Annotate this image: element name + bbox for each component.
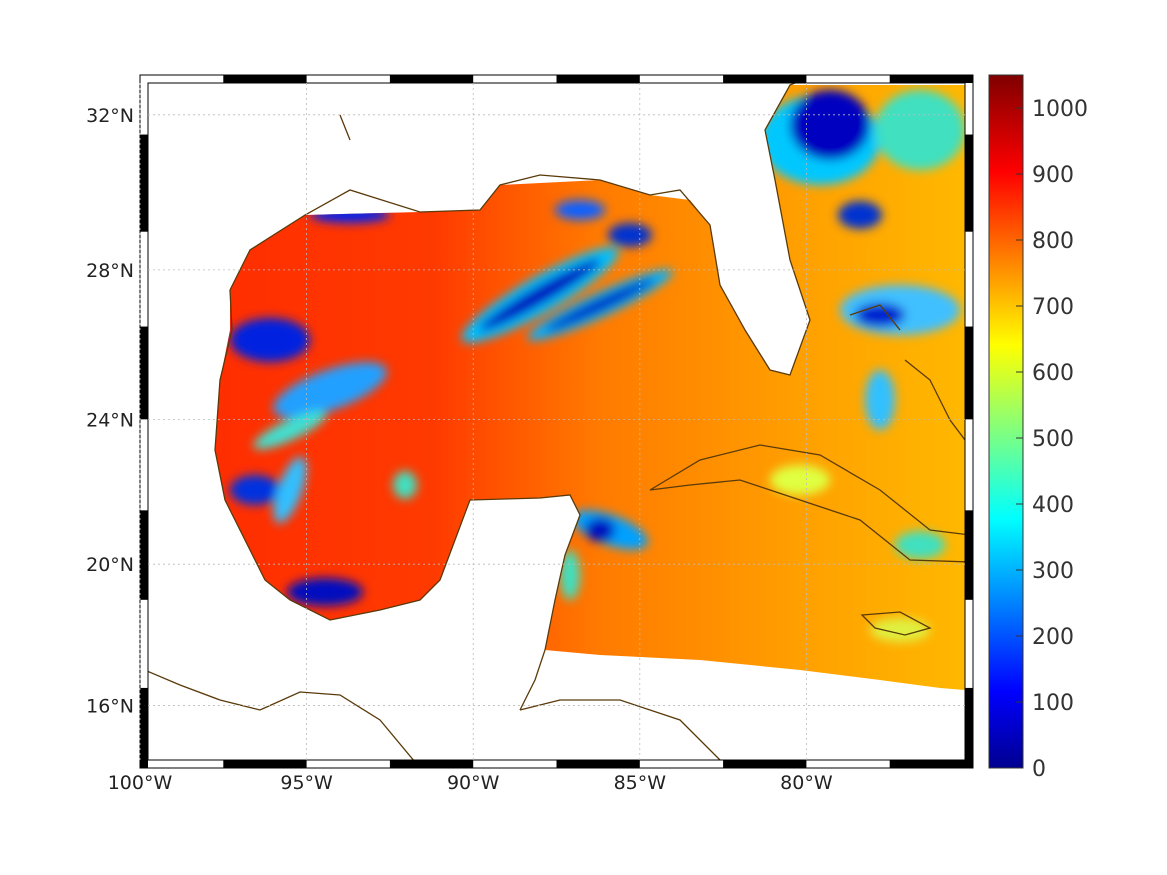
colorbar-label: 900	[1032, 163, 1074, 188]
colorbar-label: 200	[1032, 625, 1074, 650]
lat-tick-label: 28°N	[86, 260, 134, 282]
frame-segment	[965, 134, 973, 232]
frame-segment	[140, 687, 148, 768]
field-anomalies	[230, 90, 965, 642]
coastlines	[148, 83, 965, 760]
colorbar: 0 100 200 300 400 500 600 700 800 900 1000	[988, 74, 1088, 782]
frame-segment	[140, 510, 148, 600]
colorbar-label: 300	[1032, 559, 1074, 584]
frame-segment	[140, 134, 148, 232]
colorbar-label: 400	[1032, 493, 1074, 518]
colorbar-label: 500	[1032, 427, 1074, 452]
colorbar-label: 0	[1032, 757, 1046, 782]
frame-segment	[965, 510, 973, 600]
lon-tick-label: 100°W	[108, 772, 173, 794]
axis-ticks: 100°W 95°W 90°W 85°W 80°W 32°N 28°N 24°N 20°N 16°…	[86, 83, 965, 794]
map-frame	[139, 74, 974, 769]
frame-segment	[389, 760, 474, 768]
colorbar-label: 800	[1032, 229, 1074, 254]
frame-segment	[965, 687, 973, 768]
data-field	[148, 83, 965, 760]
frame-segment	[556, 75, 640, 83]
lat-tick-label: 16°N	[86, 695, 134, 717]
frame-segment	[556, 760, 640, 768]
colorbar-label: 100	[1032, 691, 1074, 716]
lon-tick-label: 80°W	[780, 772, 833, 794]
frame-segment	[889, 760, 973, 768]
lat-tick-label: 20°N	[86, 554, 134, 576]
frame-segment	[889, 75, 973, 83]
frame-segment	[965, 326, 973, 420]
lon-tick-label: 95°W	[280, 772, 333, 794]
lon-tick-label: 85°W	[614, 772, 667, 794]
frame-segment	[223, 75, 307, 83]
lat-tick-label: 24°N	[86, 409, 134, 431]
frame-segment	[140, 326, 148, 420]
frame-segment	[723, 75, 807, 83]
field-base	[215, 85, 965, 690]
colorbar-gradient	[988, 74, 1024, 769]
frame-segment	[723, 760, 807, 768]
colorbar-label: 1000	[1032, 97, 1088, 122]
colorbar-label: 600	[1032, 361, 1074, 386]
lon-tick-label: 90°W	[447, 772, 500, 794]
lat-tick-label: 32°N	[86, 105, 134, 127]
frame-segment	[389, 75, 474, 83]
colorbar-label: 700	[1032, 295, 1074, 320]
frame-segment	[223, 760, 307, 768]
